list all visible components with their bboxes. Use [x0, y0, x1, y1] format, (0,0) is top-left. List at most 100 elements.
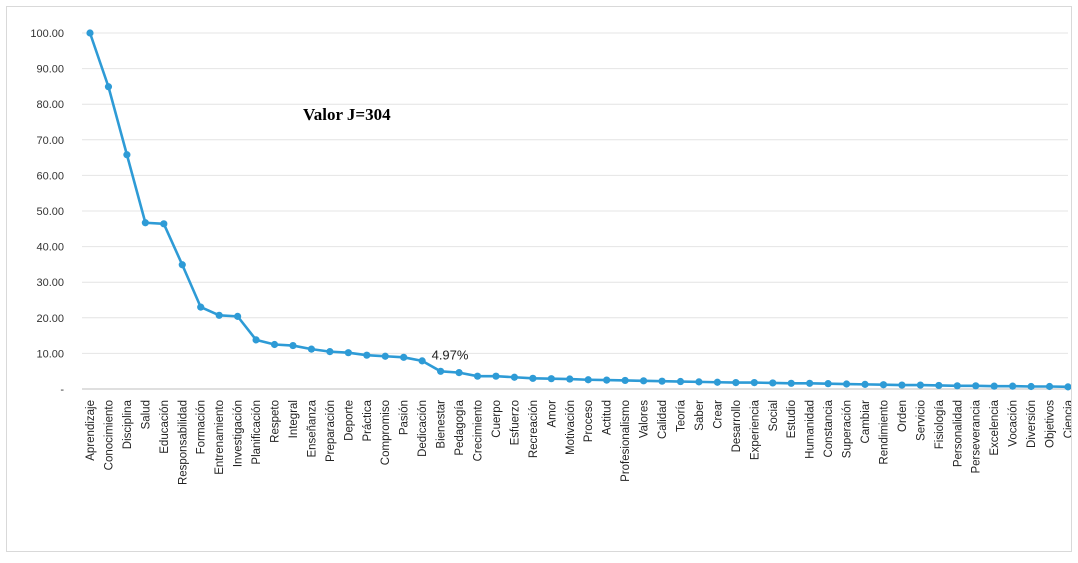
data-point — [141, 219, 149, 227]
y-tick-label: 50.00 — [36, 206, 64, 218]
data-point — [529, 374, 537, 382]
x-tick-label: Aprendizaje — [85, 400, 97, 461]
x-tick-label: Cuerpo — [491, 400, 503, 438]
data-point — [455, 369, 463, 377]
x-tick-label: Rendimiento — [878, 400, 890, 465]
x-tick-label: Constancia — [823, 399, 835, 457]
x-tick-label: Superación — [842, 400, 854, 458]
x-tick-label: Disciplina — [122, 399, 134, 449]
data-point — [400, 353, 408, 361]
x-tick-label: Pasión — [399, 400, 411, 435]
x-tick-label: Bienestar — [436, 400, 448, 449]
data-point — [639, 377, 648, 385]
data-point — [86, 29, 94, 37]
x-tick-label: Recreación — [528, 400, 540, 458]
x-tick-label: Valores — [639, 400, 651, 438]
data-point — [510, 373, 519, 381]
y-tick-label: 90.00 — [36, 64, 64, 76]
x-tick-label: Ciencia — [1063, 399, 1075, 438]
data-point — [584, 376, 592, 384]
data-point — [953, 382, 961, 390]
data-point — [713, 378, 721, 386]
data-point — [603, 376, 611, 384]
x-tick-label: Esfuerzo — [509, 400, 521, 445]
x-tick-label: Personalidad — [952, 400, 964, 467]
data-point — [270, 340, 279, 349]
data-point — [842, 380, 851, 388]
data-point — [363, 351, 371, 359]
data-point — [879, 381, 888, 389]
y-tick-label: 80.00 — [36, 99, 64, 111]
x-tick-label: Enseñanza — [306, 399, 318, 457]
x-tick-label: Crear — [712, 400, 724, 429]
data-point — [307, 345, 316, 353]
data-point — [104, 83, 113, 91]
data-point — [824, 380, 832, 388]
x-tick-label: Vocación — [1008, 400, 1020, 447]
x-tick-label: Objetivos — [1045, 400, 1057, 448]
x-tick-label: Integral — [288, 400, 300, 438]
data-point — [215, 311, 223, 319]
data-point — [197, 303, 205, 311]
x-tick-label: Humanidad — [805, 400, 817, 459]
y-tick-label: - — [60, 384, 64, 396]
y-tick-label: 100.00 — [30, 28, 64, 40]
series-path — [88, 32, 1069, 389]
data-point — [123, 151, 131, 159]
x-tick-label: Práctica — [362, 399, 374, 441]
data-point — [750, 378, 758, 387]
x-tick-label: Deporte — [343, 400, 355, 441]
x-tick-label: Fisiología — [934, 399, 946, 449]
x-axis: Aprendizaje Conocimiento Disciplina Salud Ed… — [85, 399, 1075, 485]
data-point — [1027, 382, 1035, 391]
x-tick-label: Saber — [694, 400, 706, 431]
x-tick-label: Perseverancia — [971, 399, 983, 473]
x-tick-label: Investigación — [233, 400, 245, 467]
gridlines — [82, 32, 1068, 390]
data-point — [861, 380, 869, 388]
x-tick-label: Entrenamiento — [214, 400, 226, 475]
data-point — [695, 378, 703, 386]
x-tick-label: Salud — [140, 400, 152, 429]
x-tick-label: Educación — [159, 400, 171, 454]
data-point — [787, 379, 795, 387]
x-tick-label: Motivación — [565, 400, 577, 455]
data-point — [418, 357, 426, 365]
data-point — [916, 381, 924, 389]
data-point — [289, 341, 297, 350]
x-tick-label: Estudio — [786, 400, 798, 438]
data-point — [935, 381, 943, 390]
data-point — [547, 375, 555, 383]
data-point — [492, 372, 500, 380]
data-point — [1009, 382, 1017, 390]
data-point — [178, 261, 186, 269]
data-point — [344, 349, 352, 357]
series-line — [86, 29, 1072, 391]
x-tick-label: Servicio — [915, 400, 927, 441]
data-point — [621, 376, 629, 385]
data-point — [566, 375, 574, 383]
x-tick-label: Preparación — [325, 400, 337, 462]
y-tick-label: 30.00 — [36, 277, 64, 289]
x-tick-label: Crecimiento — [473, 400, 485, 461]
data-point — [234, 312, 242, 320]
data-point — [806, 379, 814, 387]
data-point — [898, 381, 906, 389]
x-tick-label: Amor — [546, 400, 558, 428]
data-point — [326, 348, 334, 356]
y-tick-label: 10.00 — [36, 348, 64, 360]
data-point — [658, 377, 666, 385]
x-tick-label: Calidad — [657, 400, 669, 439]
data-point — [732, 378, 740, 387]
data-point — [1064, 383, 1072, 391]
x-tick-label: Compromiso — [380, 400, 392, 465]
x-tick-label: Respeto — [270, 400, 282, 443]
x-tick-label: Diversión — [1026, 400, 1038, 448]
x-tick-label: Planificación — [251, 400, 263, 465]
x-tick-label: Excelencia — [989, 399, 1001, 455]
x-tick-label: Dedicación — [417, 400, 429, 457]
x-tick-label: Formación — [196, 400, 208, 454]
x-tick-label: Experiencia — [749, 399, 761, 460]
